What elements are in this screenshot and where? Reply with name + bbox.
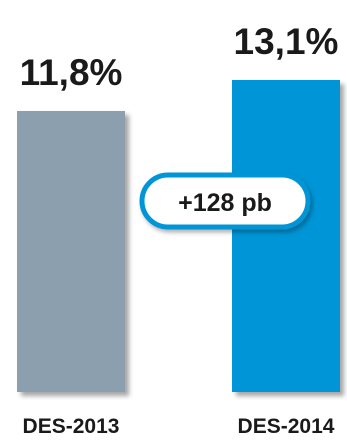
annotation-text: +128 pb — [178, 189, 272, 217]
change-annotation-badge: +128 pb — [139, 172, 311, 230]
value-label-des-2013: 11,8% — [20, 52, 123, 93]
category-label-des-2013: DES-2013 — [23, 415, 120, 438]
bar-des-2013 — [17, 110, 125, 393]
value-label-des-2014: 13,1% — [234, 21, 339, 62]
category-label-des-2014: DES-2014 — [238, 415, 335, 438]
bar-des-2014 — [232, 80, 340, 392]
annotation-badge-box — [139, 172, 311, 230]
